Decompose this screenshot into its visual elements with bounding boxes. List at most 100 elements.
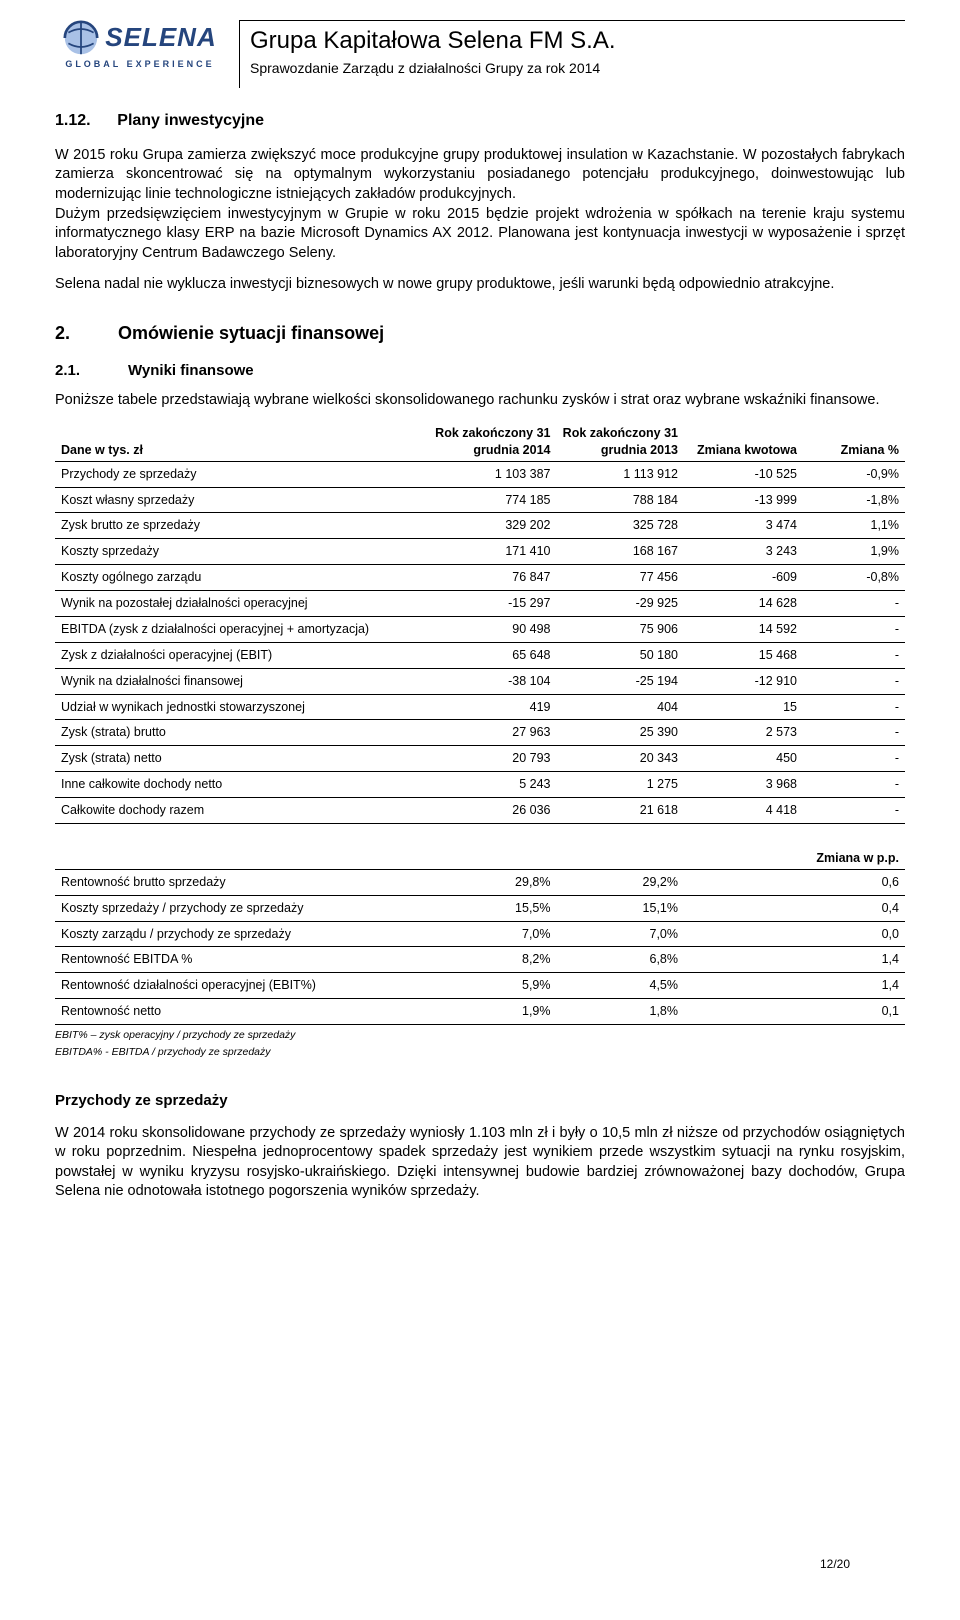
row-value: - <box>803 668 905 694</box>
row-value: - <box>803 720 905 746</box>
row-value: 0,0 <box>684 921 905 947</box>
logo-top: SELENA <box>63 20 216 56</box>
row-value: 5 243 <box>429 772 557 798</box>
section-1-12-title: Plany inwestycyjne <box>117 112 264 129</box>
row-value: -0,8% <box>803 565 905 591</box>
row-label: Całkowite dochody razem <box>55 798 429 824</box>
row-label: Rentowność netto <box>55 999 429 1025</box>
row-value: -1,8% <box>803 487 905 513</box>
page-number: 12/20 <box>820 1556 850 1572</box>
row-value: -25 194 <box>557 668 685 694</box>
table-row: Koszty ogólnego zarządu76 84777 456-609-… <box>55 565 905 591</box>
table-row: Zysk (strata) brutto27 96325 3902 573- <box>55 720 905 746</box>
row-value: - <box>803 772 905 798</box>
row-value: 29,8% <box>429 869 557 895</box>
table-row: EBITDA (zysk z działalności operacyjnej … <box>55 616 905 642</box>
row-value: 15,5% <box>429 895 557 921</box>
col-pct: Zmiana % <box>803 423 905 461</box>
col-unit: Dane w tys. zł <box>55 423 429 461</box>
row-value: 3 243 <box>684 539 803 565</box>
row-value: - <box>803 591 905 617</box>
table-row: Koszty sprzedaży171 410168 1673 2431,9% <box>55 539 905 565</box>
row-label: Zysk z działalności operacyjnej (EBIT) <box>55 642 429 668</box>
row-value: - <box>803 746 905 772</box>
row-label: Zysk (strata) brutto <box>55 720 429 746</box>
row-label: Koszty ogólnego zarządu <box>55 565 429 591</box>
table-row: Zysk z działalności operacyjnej (EBIT)65… <box>55 642 905 668</box>
row-value: 2 573 <box>684 720 803 746</box>
section-1-12-num: 1.12. <box>55 112 91 129</box>
table-row: Przychody ze sprzedaży1 103 3871 113 912… <box>55 461 905 487</box>
row-label: Inne całkowite dochody netto <box>55 772 429 798</box>
row-value: 15 <box>684 694 803 720</box>
section-2-1-num: 2.1. <box>55 361 80 381</box>
doc-title: Grupa Kapitałowa Selena FM S.A. <box>250 25 905 57</box>
row-value: 20 343 <box>557 746 685 772</box>
table-row: Zysk (strata) netto20 79320 343450- <box>55 746 905 772</box>
row-value: 404 <box>557 694 685 720</box>
row-value: -15 297 <box>429 591 557 617</box>
table-row: Inne całkowite dochody netto5 2431 2753 … <box>55 772 905 798</box>
row-value: 1,8% <box>557 999 685 1025</box>
row-value: 77 456 <box>557 565 685 591</box>
table-row: Koszty zarządu / przychody ze sprzedaży 7… <box>55 921 905 947</box>
table-row: Rentowność EBITDA %8,2%6,8%1,4 <box>55 947 905 973</box>
footnote-ebitda: EBITDA% - EBITDA / przychody ze sprzedaż… <box>55 1045 905 1059</box>
col-blank <box>557 848 685 869</box>
row-label: Rentowność działalności operacyjnej (EBI… <box>55 973 429 999</box>
financial-table-2: Zmiana w p.p. Rentowność brutto sprzedaż… <box>55 848 905 1025</box>
row-value: 788 184 <box>557 487 685 513</box>
doc-subtitle: Sprawozdanie Zarządu z działalności Grup… <box>250 59 905 78</box>
row-value: 419 <box>429 694 557 720</box>
row-value: -10 525 <box>684 461 803 487</box>
section-2-title: Omówienie sytuacji finansowej <box>118 321 384 345</box>
table-row: Wynik na pozostałej działalności operacy… <box>55 591 905 617</box>
table-row: Wynik na działalności finansowej-38 104-… <box>55 668 905 694</box>
footnote-ebit: EBIT% – zysk operacyjny / przychody ze s… <box>55 1028 905 1042</box>
p-1-12-3: Selena nadal nie wyklucza inwestycji biz… <box>55 275 905 295</box>
row-value: 1 103 387 <box>429 461 557 487</box>
row-value: 4,5% <box>557 973 685 999</box>
row-value: 21 618 <box>557 798 685 824</box>
row-value: - <box>803 694 905 720</box>
row-value: 1,9% <box>803 539 905 565</box>
logo-subtext: GLOBAL EXPERIENCE <box>65 58 214 70</box>
row-value: 1,9% <box>429 999 557 1025</box>
row-value: 20 793 <box>429 746 557 772</box>
row-value: 4 418 <box>684 798 803 824</box>
row-value: 1,4 <box>684 947 905 973</box>
row-label: EBITDA (zysk z działalności operacyjnej … <box>55 616 429 642</box>
section-1-12-heading: 1.12. Plany inwestycyjne <box>55 110 905 132</box>
table-header-row: Zmiana w p.p. <box>55 848 905 869</box>
row-label: Wynik na pozostałej działalności operacy… <box>55 591 429 617</box>
row-label: Koszty zarządu / przychody ze sprzedaży <box>55 921 429 947</box>
p-1-12-1: W 2015 roku Grupa zamierza zwiększyć moc… <box>55 146 905 205</box>
page-header: SELENA GLOBAL EXPERIENCE Grupa Kapitałow… <box>55 20 905 88</box>
row-value: 15,1% <box>557 895 685 921</box>
row-value: 14 592 <box>684 616 803 642</box>
row-value: 1 113 912 <box>557 461 685 487</box>
row-value: 15 468 <box>684 642 803 668</box>
table-row: Koszty sprzedaży / przychody ze sprzedaż… <box>55 895 905 921</box>
title-box: Grupa Kapitałowa Selena FM S.A. Sprawozd… <box>239 20 905 88</box>
row-value: 0,6 <box>684 869 905 895</box>
col-blank <box>55 848 429 869</box>
row-value: -38 104 <box>429 668 557 694</box>
row-value: 65 648 <box>429 642 557 668</box>
row-value: -12 910 <box>684 668 803 694</box>
row-value: 1,1% <box>803 513 905 539</box>
row-value: 90 498 <box>429 616 557 642</box>
table-row: Rentowność brutto sprzedaży29,8%29,2%0,6 <box>55 869 905 895</box>
row-value: 76 847 <box>429 565 557 591</box>
row-label: Rentowność EBITDA % <box>55 947 429 973</box>
row-value: 3 968 <box>684 772 803 798</box>
row-value: 0,1 <box>684 999 905 1025</box>
financial-table-1: Dane w tys. zł Rok zakończony 31 grudnia… <box>55 423 905 824</box>
row-value: 7,0% <box>557 921 685 947</box>
row-value: - <box>803 642 905 668</box>
section-2-1-heading: 2.1. Wyniki finansowe <box>55 361 905 381</box>
section-2-1-title: Wyniki finansowe <box>128 361 254 381</box>
section-2-heading: 2. Omówienie sytuacji finansowej <box>55 321 905 345</box>
row-value: 75 906 <box>557 616 685 642</box>
table-row: Zysk brutto ze sprzedaży329 202325 7283 … <box>55 513 905 539</box>
